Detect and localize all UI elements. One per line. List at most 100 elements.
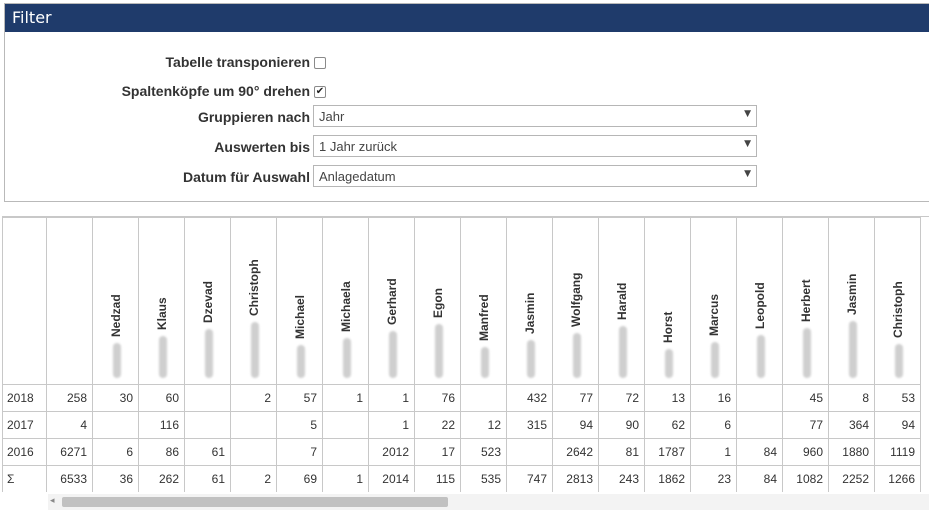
table-cell: 1082: [782, 465, 829, 492]
group-by-select[interactable]: Jahr ▼: [313, 105, 757, 127]
table-cell: 1: [322, 465, 369, 492]
table-cell: 86: [138, 438, 185, 466]
table-cell: 2014: [368, 465, 415, 492]
date-selection-select[interactable]: Anlagedatum ▼: [313, 165, 757, 187]
table-cell: 61: [184, 465, 231, 492]
column-header[interactable]: Herbert: [782, 217, 829, 385]
column-header-text: Horst: [660, 311, 675, 343]
table-cell: 6533: [46, 465, 93, 492]
column-header[interactable]: Michael: [276, 217, 323, 385]
redacted-surname: [434, 324, 443, 378]
column-header[interactable]: Jasmin: [506, 217, 553, 385]
column-header-label: Wolfgang: [569, 273, 583, 378]
table-cell: 1119: [874, 438, 921, 466]
table-cell: 2642: [552, 438, 599, 466]
table-row: 2016 6271 6 86 61 7 2012 17 523 2642 81 1787 1 84 960 1…: [2, 438, 921, 466]
table-cell: 81: [598, 438, 645, 466]
scroll-left-icon[interactable]: ◂: [50, 496, 55, 506]
redacted-surname: [848, 321, 857, 378]
table-cell: 22: [414, 411, 461, 439]
table-cell: 23: [690, 465, 737, 492]
column-header-text: Nedzad: [108, 294, 123, 337]
column-header[interactable]: Wolfgang: [552, 217, 599, 385]
table-cell: 432: [506, 384, 553, 412]
table-cell: 2252: [828, 465, 875, 492]
evaluate-until-select[interactable]: 1 Jahr zurück ▼: [313, 135, 757, 157]
column-header[interactable]: Harald: [598, 217, 645, 385]
horizontal-scrollbar[interactable]: ◂: [48, 494, 929, 510]
table-cell: 2: [230, 384, 277, 412]
column-header-text: Wolfgang: [568, 272, 583, 327]
column-header[interactable]: Leopold: [736, 217, 783, 385]
column-header[interactable]: Horst: [644, 217, 691, 385]
column-header-text: Herbert: [798, 279, 813, 322]
redacted-surname: [342, 338, 351, 378]
table-cell: 315: [506, 411, 553, 439]
table-cell: 2012: [368, 438, 415, 466]
table-cell: 76: [414, 384, 461, 412]
column-header[interactable]: Christoph: [874, 217, 921, 385]
table-cell: 60: [138, 384, 185, 412]
column-header[interactable]: Michaela: [322, 217, 369, 385]
column-header-label: Leopold: [753, 282, 767, 378]
table-cell: 258: [46, 384, 93, 412]
table-cell: [736, 384, 783, 412]
column-header-label: Marcus: [707, 294, 721, 378]
transpose-label: Tabelle transponieren: [165, 54, 310, 70]
date-selection-value: Anlagedatum: [319, 169, 396, 184]
redacted-surname: [710, 342, 719, 378]
table-cell: 6: [690, 411, 737, 439]
column-header[interactable]: Manfred: [460, 217, 507, 385]
column-header-label: Michaela: [339, 281, 353, 378]
column-header-label: Nedzad: [109, 294, 123, 378]
table-cell: [460, 384, 507, 412]
table-cell: 69: [276, 465, 323, 492]
group-by-value: Jahr: [319, 109, 345, 124]
redacted-surname: [296, 345, 305, 378]
filter-row-date: Datum für Auswahl Anlagedatum ▼: [5, 165, 929, 191]
redacted-surname: [480, 347, 489, 378]
column-header[interactable]: Marcus: [690, 217, 737, 385]
rotate-headers-checkbox[interactable]: ✔: [314, 86, 326, 98]
table-cell: 8: [828, 384, 875, 412]
column-header[interactable]: Dzevad: [184, 217, 231, 385]
column-header[interactable]: Christoph: [230, 217, 277, 385]
group-by-label: Gruppieren nach: [197, 109, 310, 125]
table-cell: 4: [46, 411, 93, 439]
filter-row-until: Auswerten bis 1 Jahr zurück ▼: [5, 135, 929, 161]
table-cell: [92, 411, 139, 439]
chevron-down-icon: ▼: [744, 139, 751, 149]
column-header[interactable]: Egon: [414, 217, 461, 385]
redacted-surname: [756, 335, 765, 378]
column-header-text: Michael: [292, 294, 307, 339]
results-table-container: Nedzad Klaus Dzevad Christoph Michael Michael…: [2, 216, 929, 492]
column-header-label: Manfred: [477, 294, 491, 378]
table-header-row: Nedzad Klaus Dzevad Christoph Michael Michael…: [2, 217, 921, 385]
row-label: 2016: [2, 438, 47, 466]
column-header[interactable]: Klaus: [138, 217, 185, 385]
filter-row-group: Gruppieren nach Jahr ▼: [5, 105, 929, 131]
table-cell: 94: [874, 411, 921, 439]
column-header-text: Jasmin: [844, 273, 859, 315]
table-cell: 84: [736, 465, 783, 492]
column-header-label: Dzevad: [201, 281, 215, 378]
column-header-text: Leopold: [752, 282, 767, 329]
transpose-checkbox[interactable]: [314, 57, 326, 69]
column-header-text: Egon: [430, 288, 445, 318]
rotate-headers-label: Spaltenköpfe um 90° drehen: [121, 83, 310, 99]
column-header[interactable]: Gerhard: [368, 217, 415, 385]
table-cell: 84: [736, 438, 783, 466]
column-header[interactable]: Jasmin: [828, 217, 875, 385]
filter-title: Filter: [5, 4, 929, 32]
redacted-surname: [526, 340, 535, 378]
column-header-text: Klaus: [154, 297, 169, 330]
row-label: 2017: [2, 411, 47, 439]
scrollbar-thumb[interactable]: [62, 497, 448, 507]
chevron-down-icon: ▼: [744, 169, 751, 179]
column-header[interactable]: [46, 217, 93, 385]
table-cell: [322, 438, 369, 466]
table-cell: 77: [782, 411, 829, 439]
column-header[interactable]: Nedzad: [92, 217, 139, 385]
table-cell: [322, 411, 369, 439]
column-header-text: Jasmin: [522, 292, 537, 334]
